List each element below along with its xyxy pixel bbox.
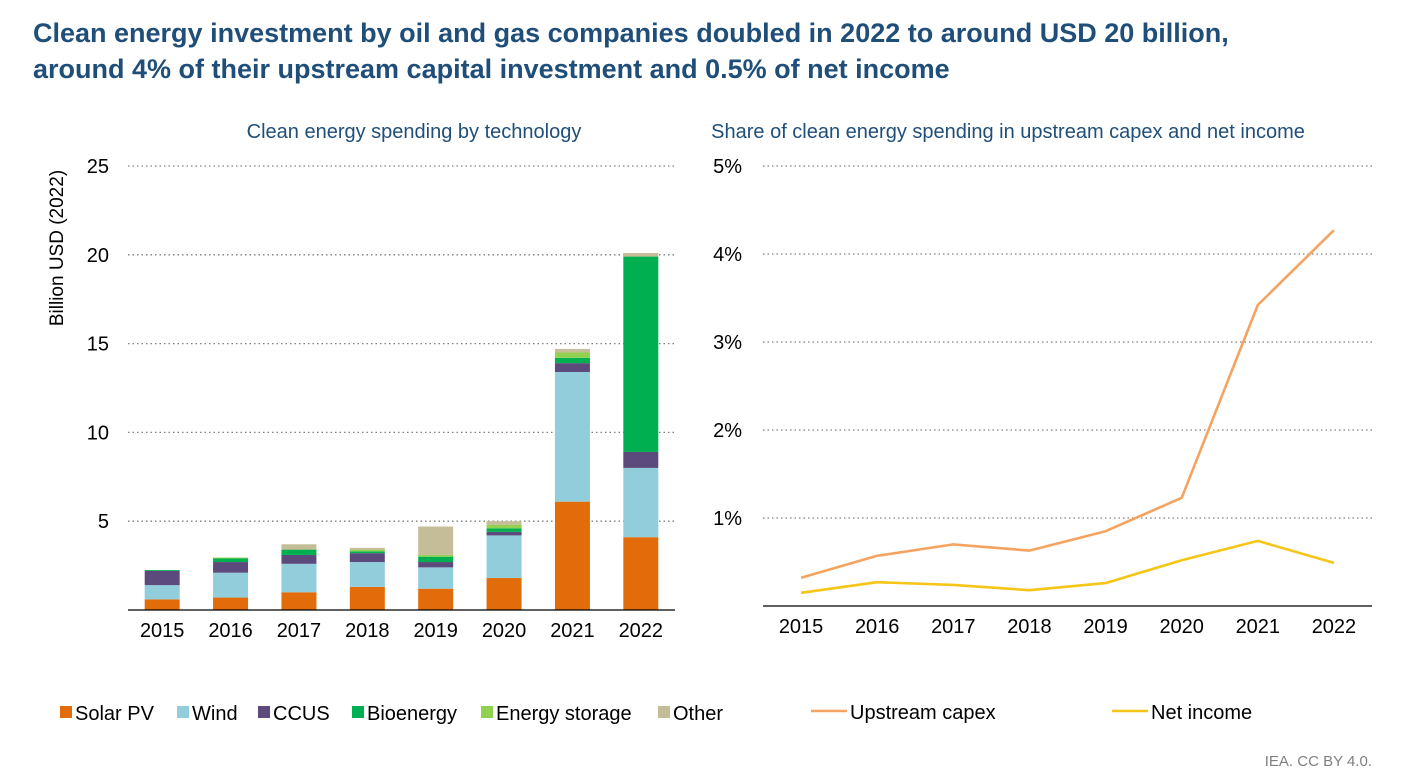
bar-segment-wind-2017 (281, 563, 317, 593)
left-x-tick-label: 2017 (277, 620, 322, 642)
left-y-tick-label: 5 (98, 511, 109, 533)
source-note: IEA. CC BY 4.0. (1265, 753, 1372, 770)
bar-segment-bioenergy-2016 (213, 558, 249, 563)
right-plot-area: 1% 2% 3% 4% 5% 2015 2016 2017 2018 2019 2020 2021 20… (713, 156, 1372, 638)
right-y-tick-label: 2% (713, 420, 742, 442)
right-x-tick-label: 2017 (931, 616, 976, 638)
bar-segment-solar-pv-2022 (623, 537, 659, 610)
bar-segment-other-2022 (623, 253, 659, 257)
bar-segment-ccus-2018 (349, 553, 385, 563)
legend-swatch-bioenergy (352, 706, 364, 718)
bar-segment-ccus-2022 (623, 451, 659, 468)
line-series-upstream-capex (800, 229, 1335, 580)
bar-segment-wind-2015 (144, 585, 180, 600)
left-x-tick-label: 2019 (413, 620, 458, 642)
bar-segment-solar-pv-2018 (349, 586, 385, 610)
bar-segment-other-2021 (554, 348, 590, 353)
chart-title-line-1: Clean energy investment by oil and gas c… (33, 18, 1229, 48)
bar-segment-other-2017 (281, 544, 317, 550)
bar-segment-ccus-2020 (486, 531, 522, 536)
legend-label-other: Other (673, 703, 723, 725)
legend-swatch-energy-storage (481, 706, 493, 718)
right-chart-title: Share of clean energy spending in upstre… (711, 121, 1305, 143)
bar-segment-bioenergy-2020 (486, 528, 522, 532)
left-y-tick-label: 20 (87, 245, 109, 267)
legend-label-energy-storage: Energy storage (496, 703, 632, 725)
bar-segment-ccus-2016 (213, 562, 249, 573)
right-x-tick-label: 2018 (1007, 616, 1052, 638)
bar-segment-energy-storage-2020 (486, 524, 522, 529)
left-x-tick-label: 2021 (550, 620, 595, 642)
bar-segment-ccus-2015 (144, 570, 180, 586)
bar-segment-wind-2022 (623, 467, 659, 538)
legend-label-solar-pv: Solar PV (75, 703, 155, 725)
bar-segment-other-2020 (486, 521, 522, 525)
left-y-tick-label: 25 (87, 156, 109, 178)
left-x-tick-label: 2016 (208, 620, 253, 642)
left-legend: Solar PV Wind CCUS Bioenergy Energy storage O… (60, 703, 723, 725)
left-plot-area: 5 10 15 20 25 2015 2016 2017 2018 2019 2020 2021 202… (87, 156, 675, 642)
bar-segment-solar-pv-2016 (213, 597, 249, 610)
line-series-net-income (800, 539, 1335, 595)
right-y-tick-label: 3% (713, 332, 742, 354)
left-x-tick-label: 2020 (482, 620, 527, 642)
bar-segment-other-2019 (418, 526, 454, 555)
left-y-axis-label: Billion USD (2022) (47, 170, 68, 326)
bar-segment-energy-storage-2021 (554, 352, 590, 358)
legend-swatch-wind (177, 706, 189, 718)
chart-title-line-2: around 4% of their upstream capital inve… (33, 54, 950, 84)
bar-segment-solar-pv-2019 (418, 588, 454, 610)
bar-segment-bioenergy-2015 (144, 570, 180, 571)
legend-swatch-ccus (258, 706, 270, 718)
bar-segment-wind-2021 (554, 372, 590, 502)
bar-segment-energy-storage-2019 (418, 554, 454, 557)
bar-segment-other-2018 (349, 547, 385, 550)
legend-label-net-income: Net income (1151, 702, 1252, 724)
right-x-tick-label: 2016 (855, 616, 900, 638)
right-y-tick-label: 4% (713, 244, 742, 266)
legend-label-bioenergy: Bioenergy (367, 703, 457, 725)
legend-swatch-solar-pv (60, 706, 72, 718)
legend-swatch-other (658, 706, 670, 718)
right-x-tick-label: 2019 (1083, 616, 1128, 638)
bar-segment-solar-pv-2015 (144, 599, 180, 610)
left-x-tick-label: 2018 (345, 620, 390, 642)
bar-segment-solar-pv-2020 (486, 578, 522, 610)
bar-segment-ccus-2019 (418, 562, 454, 568)
left-chart-title: Clean energy spending by technology (247, 121, 582, 143)
bar-segment-wind-2016 (213, 572, 249, 598)
bar-segment-wind-2019 (418, 567, 454, 589)
bar-segment-wind-2018 (349, 562, 385, 587)
legend-label-upstream-capex: Upstream capex (850, 702, 996, 724)
bar-segment-ccus-2017 (281, 554, 317, 564)
bar-segment-solar-pv-2017 (281, 592, 317, 610)
bar-segment-energy-storage-2018 (349, 549, 385, 552)
bar-segment-solar-pv-2021 (554, 501, 590, 610)
bar-segment-bioenergy-2019 (418, 556, 454, 563)
bar-segment-bioenergy-2021 (554, 357, 590, 364)
right-y-tick-label: 5% (713, 156, 742, 178)
right-x-tick-label: 2021 (1236, 616, 1281, 638)
bar-segment-bioenergy-2018 (349, 551, 385, 554)
legend-label-wind: Wind (192, 703, 238, 725)
left-x-tick-label: 2015 (140, 620, 185, 642)
right-y-tick-label: 1% (713, 508, 742, 530)
right-x-tick-label: 2015 (779, 616, 824, 638)
bar-segment-wind-2020 (486, 535, 522, 579)
right-x-tick-label: 2022 (1312, 616, 1357, 638)
bar-segment-bioenergy-2017 (281, 549, 317, 555)
right-x-tick-label: 2020 (1159, 616, 1204, 638)
left-y-tick-label: 15 (87, 334, 109, 356)
bar-segment-ccus-2021 (554, 363, 590, 373)
left-y-tick-label: 10 (87, 422, 109, 444)
legend-label-ccus: CCUS (273, 703, 330, 725)
left-x-tick-label: 2022 (619, 620, 664, 642)
bar-segment-bioenergy-2022 (623, 256, 659, 452)
right-legend: Upstream capex Net income (811, 702, 1252, 724)
bar-segment-energy-storage-2016 (213, 557, 249, 559)
